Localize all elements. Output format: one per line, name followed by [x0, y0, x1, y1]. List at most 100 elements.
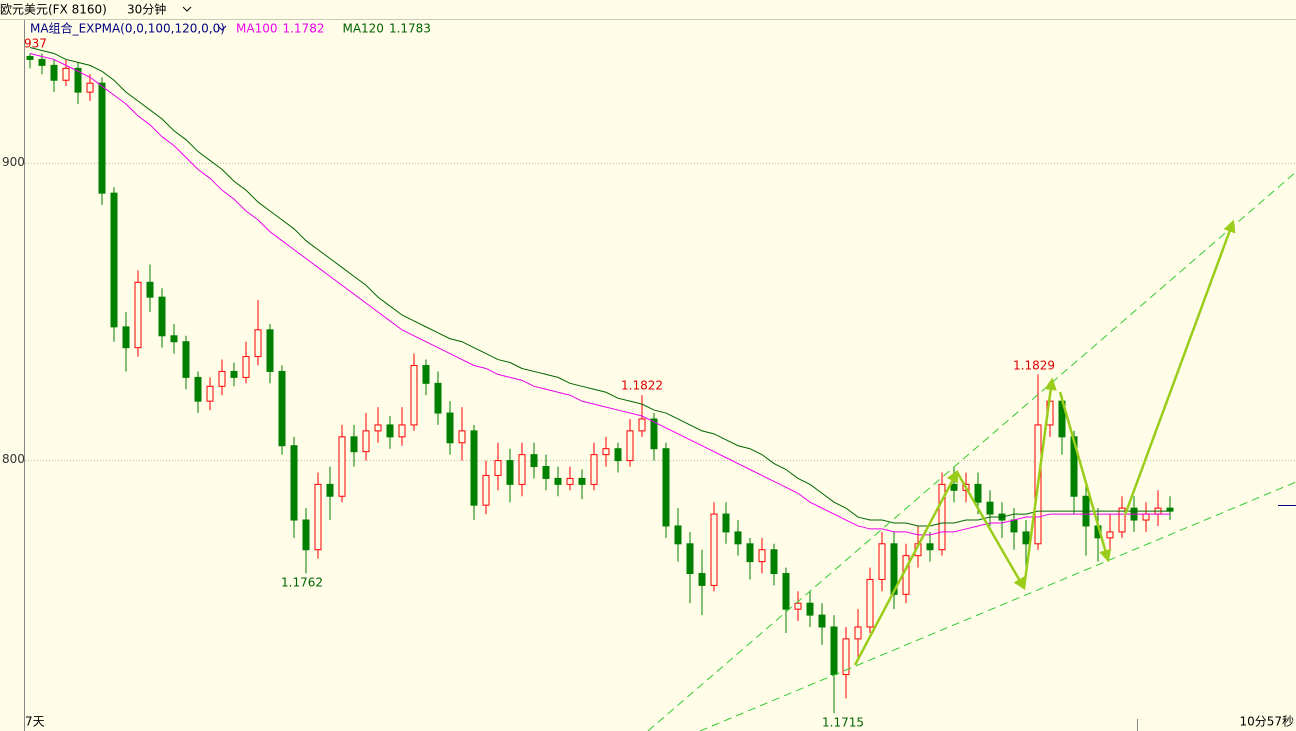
candle-body [986, 501, 994, 515]
candle-body [242, 356, 250, 378]
ma-line [29, 53, 1170, 536]
candle-body [446, 412, 454, 444]
candle-body [470, 430, 478, 506]
candle-body [818, 614, 826, 628]
candle-body [530, 454, 538, 468]
candle-body [374, 424, 382, 432]
candle-body [662, 448, 670, 527]
candle-body [578, 477, 586, 485]
candle-body [878, 543, 886, 580]
arrow [1058, 391, 1112, 563]
candle-body [554, 477, 562, 485]
chart-title: 欧元美元(FX 8160) [0, 3, 107, 17]
candle-body [434, 382, 442, 414]
candle-body [386, 424, 394, 438]
candle-body [1010, 519, 1018, 533]
candle-body [350, 436, 358, 453]
candle-body [206, 385, 214, 402]
candle-body [266, 329, 274, 372]
candle-body [746, 543, 754, 563]
candle-body [674, 525, 682, 545]
candle-body [326, 483, 334, 497]
price-annotation: 1.1762 [281, 576, 323, 590]
candle-body [542, 466, 550, 479]
legend: MA100 1.1782 MA120 1.1783 [236, 22, 431, 36]
candle-body [410, 365, 418, 426]
candle-body [110, 192, 118, 328]
candle-body [158, 296, 166, 337]
candle-body [638, 418, 646, 432]
countdown: 10分57秒 [1239, 715, 1294, 729]
price-annotation: 937 [24, 37, 47, 51]
candle-body [422, 365, 430, 384]
y-tick-label: 800 [2, 452, 25, 466]
candle-body [782, 573, 790, 610]
candle-body [398, 424, 406, 438]
candle-body [1118, 507, 1126, 533]
indicator-name[interactable]: MA组合_EXPMA(0,0,100,120,0,0) [30, 21, 225, 36]
candle-body [134, 281, 142, 349]
candle-body [278, 370, 286, 447]
candle-body [338, 436, 346, 497]
candle-body [854, 626, 862, 640]
legend-value: 1.1782 [282, 22, 324, 36]
arrow [1123, 219, 1236, 516]
candle-body [50, 64, 58, 81]
candle-body [182, 341, 190, 378]
period-dropdown[interactable] [182, 6, 192, 12]
candle-body [602, 448, 610, 456]
candle-body [1142, 513, 1150, 521]
candle-body [458, 430, 466, 444]
candle-body [290, 445, 298, 521]
trend-line [699, 481, 1296, 731]
candle-body [506, 460, 514, 485]
candle-body [230, 370, 238, 378]
candle-body [770, 549, 778, 575]
legend-name: MA120 [342, 22, 383, 36]
candle-body [218, 370, 226, 387]
arrow [1022, 377, 1057, 589]
candle-body [698, 573, 706, 586]
candle-body [686, 543, 694, 575]
legend-name: MA100 [236, 22, 277, 36]
candle-body [1022, 531, 1030, 545]
indicator-dropdown[interactable] [217, 25, 227, 31]
candle-body [566, 477, 574, 485]
arrow [955, 471, 1026, 591]
candle-body [1106, 531, 1114, 539]
candle-body [806, 602, 814, 616]
candle-body [734, 531, 742, 545]
candle-body [626, 430, 634, 462]
ma-line [29, 47, 1170, 527]
wave-arrows [853, 219, 1236, 666]
candle-body [62, 67, 70, 81]
candle-body [494, 460, 502, 476]
candle-body [74, 67, 82, 93]
candle-body [194, 376, 202, 402]
candle-body [38, 58, 46, 66]
plot-area: 900 800 937 1.1762 1.1822 1.1715 1.1829 [2, 37, 1296, 730]
candle-body [362, 430, 370, 453]
y-tick-label: 900 [2, 155, 25, 169]
candle-body [98, 82, 106, 194]
candle-body [830, 626, 838, 676]
candle-body [122, 326, 130, 349]
candle-body [26, 55, 34, 60]
candle-body [950, 483, 958, 491]
candle-body [146, 281, 154, 298]
candle-body [974, 483, 982, 503]
candle-body [614, 448, 622, 462]
arrow [853, 469, 959, 666]
candle-body [650, 418, 658, 450]
candle-body [842, 638, 850, 676]
candle-body [938, 483, 946, 551]
candle-body [758, 549, 766, 563]
candle-body [302, 519, 310, 551]
price-annotation: 1.1829 [1013, 359, 1055, 373]
candle-body [710, 513, 718, 586]
candle-body [482, 474, 490, 506]
period[interactable]: 30分钟 [127, 2, 166, 17]
